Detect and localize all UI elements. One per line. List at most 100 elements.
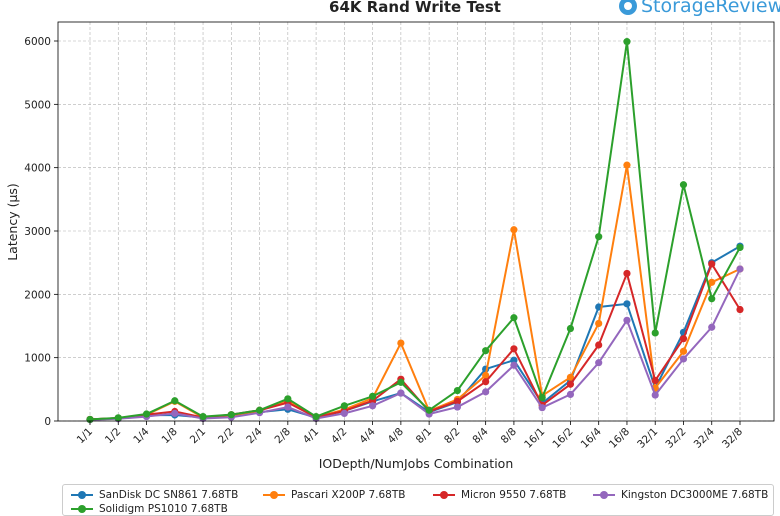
- data-point: [510, 361, 518, 369]
- data-point: [397, 389, 405, 397]
- x-tick-label: 2/8: [273, 426, 293, 446]
- data-point: [425, 406, 433, 414]
- data-point: [453, 387, 461, 395]
- legend-label: SanDisk DC SN861 7.68TB: [99, 489, 239, 501]
- data-point: [510, 226, 518, 234]
- legend-swatch: [71, 505, 93, 513]
- y-tick-label: 5000: [24, 99, 51, 111]
- data-point: [566, 380, 575, 388]
- data-point: [623, 300, 631, 308]
- data-point: [566, 373, 575, 381]
- x-tick-label: 4/8: [386, 426, 406, 446]
- plot-area: [57, 21, 775, 422]
- data-point: [623, 316, 631, 324]
- data-point: [736, 305, 744, 314]
- x-axis-label: IODepth/NumJobs Combination: [319, 456, 514, 471]
- y-tick-label: 4000: [24, 163, 51, 175]
- data-point: [227, 411, 235, 419]
- data-point: [199, 412, 207, 421]
- data-point: [284, 403, 292, 411]
- y-tick-label: 3000: [24, 226, 51, 238]
- legend-item: Pascari X200P 7.68TB: [263, 489, 405, 501]
- data-point: [397, 378, 405, 386]
- legend-label: Solidigm PS1010 7.68TB: [99, 503, 228, 515]
- data-point: [538, 404, 546, 412]
- x-tick-label: 32/1: [635, 426, 660, 451]
- legend-swatch: [71, 491, 93, 499]
- series-line: [89, 40, 741, 421]
- data-point: [142, 410, 151, 418]
- data-point: [397, 339, 405, 347]
- data-point: [510, 314, 518, 322]
- x-tick-label: 1/2: [103, 426, 123, 446]
- data-point: [114, 414, 122, 422]
- data-point: [171, 397, 179, 405]
- data-point: [651, 329, 659, 337]
- x-tick-label: 2/4: [244, 425, 265, 446]
- data-point: [623, 161, 631, 169]
- data-point: [708, 278, 716, 286]
- x-tick-label: 8/2: [442, 426, 462, 446]
- data-point: [482, 388, 490, 396]
- data-point: [708, 295, 716, 303]
- data-point: [482, 347, 490, 355]
- legend-label: Pascari X200P 7.68TB: [291, 489, 406, 501]
- x-tick-label: 16/2: [550, 426, 575, 451]
- x-tick-label: 32/4: [692, 425, 717, 450]
- data-point: [595, 233, 603, 241]
- series-2: [86, 260, 744, 424]
- y-tick-label: 0: [44, 416, 51, 428]
- data-point: [651, 391, 659, 399]
- x-tick-label: 8/1: [414, 426, 434, 446]
- y-axis: 0 1000 2000 3000 4000 5000 6000: [24, 36, 58, 428]
- x-tick-label: 16/8: [607, 426, 632, 451]
- data-point: [679, 335, 688, 343]
- series-4: [86, 38, 744, 424]
- data-point: [284, 395, 292, 403]
- data-point: [453, 403, 461, 411]
- chart-title: 64K Rand Write Test: [329, 0, 501, 16]
- x-tick-label: 2/1: [188, 426, 208, 446]
- y-tick-label: 1000: [24, 353, 51, 365]
- data-point: [623, 269, 631, 278]
- data-point: [340, 409, 348, 417]
- x-tick-label: 32/2: [663, 426, 688, 451]
- data-point: [255, 406, 264, 414]
- data-point: [623, 38, 631, 46]
- legend-label: Kingston DC3000ME 7.68TB: [621, 489, 769, 501]
- legend-swatch: [593, 491, 615, 499]
- data-point: [566, 324, 575, 333]
- x-tick-label: 16/4: [579, 425, 604, 450]
- legend-swatch: [263, 491, 285, 499]
- x-tick-label: 2/2: [216, 426, 236, 446]
- data-point: [651, 376, 659, 385]
- data-point: [595, 319, 603, 328]
- x-tick-label: 1/8: [159, 426, 179, 446]
- data-point: [510, 356, 518, 364]
- legend: SanDisk DC SN861 7.68TB Pascari X200P 7.6…: [62, 484, 774, 516]
- x-tick-label: 16/1: [522, 426, 547, 451]
- data-point: [312, 412, 320, 421]
- grid: [58, 22, 774, 422]
- series-line: [89, 268, 741, 421]
- x-axis: 1/1 1/2 1/4 1/8 2/1 2/2 2/4 2/8 4/1 4/2 4/4 4/8 8/1 8…: [75, 421, 745, 451]
- legend-label: Micron 9550 7.68TB: [461, 489, 567, 501]
- storagereview-logo-icon: [619, 0, 637, 15]
- data-point: [708, 323, 716, 331]
- data-point: [453, 397, 461, 405]
- data-point: [708, 260, 716, 268]
- legend-item: SanDisk DC SN861 7.68TB: [71, 489, 238, 501]
- legend-item: Micron 9550 7.68TB: [433, 489, 566, 501]
- x-tick-label: 4/2: [329, 426, 349, 446]
- data-point: [482, 378, 490, 386]
- data-point: [679, 355, 688, 363]
- x-tick-label: 4/1: [301, 426, 321, 446]
- data-point: [679, 181, 688, 189]
- series-layer: [86, 38, 744, 424]
- data-point: [510, 345, 518, 353]
- data-point: [736, 243, 744, 252]
- legend-item: Solidigm PS1010 7.68TB: [71, 503, 228, 515]
- legend-item: Kingston DC3000ME 7.68TB: [593, 489, 768, 501]
- data-point: [369, 392, 377, 400]
